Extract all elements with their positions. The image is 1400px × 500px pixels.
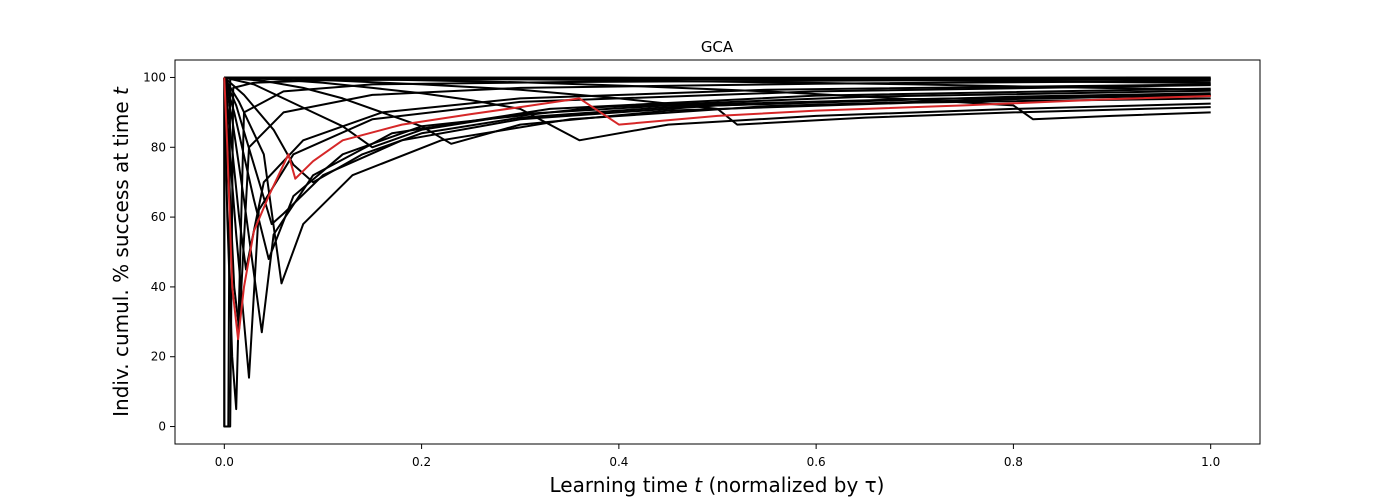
x-axis-label-var: t xyxy=(694,473,703,497)
y-tick-label: 100 xyxy=(143,70,166,84)
series-line-13 xyxy=(224,76,1211,142)
x-axis-label: Learning time t (normalized by τ) xyxy=(550,473,885,497)
x-tick-label: 0.6 xyxy=(807,455,826,469)
series-line-11 xyxy=(224,76,1211,149)
plot-frame xyxy=(174,59,1261,445)
series-line-5 xyxy=(223,77,1211,271)
x-tick-label: 0.4 xyxy=(609,455,628,469)
series-line-19 xyxy=(223,77,1211,341)
series-line-1 xyxy=(223,77,1211,428)
x-axis-label-pre: Learning time xyxy=(550,473,695,497)
y-tick-label: 0 xyxy=(158,420,166,434)
x-tick-label: 1.0 xyxy=(1201,455,1220,469)
y-axis-label-var: t xyxy=(109,86,133,95)
x-axis: 0.0 0.2 0.4 0.6 0.8 1.0 xyxy=(215,444,1220,469)
series-line-0 xyxy=(223,76,1211,428)
y-axis-label: Indiv. cumul. % success at time t xyxy=(109,86,133,417)
series-line-10 xyxy=(223,76,1211,184)
x-tick-label: 0.0 xyxy=(215,455,234,469)
series-line-15 xyxy=(224,76,1211,121)
x-tick-label: 0.2 xyxy=(412,455,431,469)
y-axis-label-pre: Indiv. cumul. % success at time xyxy=(109,95,133,417)
series-line-14 xyxy=(224,76,1211,126)
series-line-18 xyxy=(224,76,1211,81)
y-tick-label: 80 xyxy=(151,140,166,154)
chart-title: GCA xyxy=(701,38,734,56)
x-tick-label: 0.8 xyxy=(1004,455,1023,469)
y-tick-label: 40 xyxy=(151,280,166,294)
x-axis-label-post: (normalized by τ) xyxy=(702,473,884,497)
series-line-7 xyxy=(223,77,1211,260)
y-tick-label: 20 xyxy=(151,350,166,364)
series-line-3 xyxy=(223,77,1211,330)
series-group xyxy=(223,76,1211,428)
series-line-2 xyxy=(223,77,1211,411)
series-line-12 xyxy=(224,76,1211,145)
y-axis: 0 20 40 60 80 100 xyxy=(143,70,175,434)
y-tick-label: 60 xyxy=(151,210,166,224)
